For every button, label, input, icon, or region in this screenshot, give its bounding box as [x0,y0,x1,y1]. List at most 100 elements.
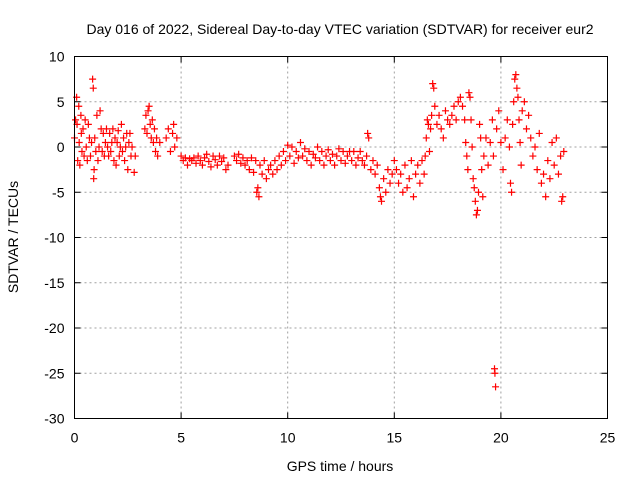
data-point [401,161,409,169]
data-point [339,148,347,156]
data-point [388,170,396,178]
data-point [392,166,400,174]
data-point [301,145,309,153]
data-point [215,152,223,160]
data-point [499,166,507,174]
data-point [452,116,460,124]
data-points [71,71,568,391]
data-point [517,161,525,169]
data-point [316,157,324,165]
data-point [209,152,217,160]
data-point [473,206,481,214]
data-point [201,154,209,162]
data-point [448,111,456,119]
data-point [290,159,298,167]
data-point [82,143,90,151]
data-point [418,157,426,165]
data-point [470,184,478,192]
data-point [141,125,149,133]
data-point [409,193,417,201]
data-point [495,107,503,115]
data-point [72,116,80,124]
data-point [154,152,162,160]
data-point [109,125,117,133]
data-point [91,134,99,142]
data-point [294,154,302,162]
data-point [74,157,82,165]
data-point [241,161,249,169]
data-point [331,161,339,169]
data-point [558,197,566,205]
data-point [84,120,92,128]
y-tick-label: -20 [44,320,64,336]
data-point [89,75,97,83]
data-point [299,152,307,160]
data-point [117,120,125,128]
data-point [131,152,139,160]
data-point [94,157,102,165]
data-point [376,193,384,201]
data-point [480,152,488,160]
data-point [192,159,200,167]
x-tick-label: 20 [493,430,509,446]
data-point [403,184,411,192]
data-point [548,138,556,146]
data-point [122,143,130,151]
data-point [358,157,366,165]
data-point [456,93,464,101]
data-point [390,157,398,165]
data-point [77,111,85,119]
data-point [110,157,118,165]
data-point [170,120,178,128]
data-point [479,193,487,201]
data-point [463,152,471,160]
data-point [384,166,392,174]
data-point [149,138,157,146]
data-point [243,157,251,165]
data-point [484,161,492,169]
data-point [86,152,94,160]
data-point [124,166,132,174]
data-point [292,148,300,156]
data-point [102,125,110,133]
data-point [282,157,290,165]
data-point [467,116,475,124]
data-point [105,152,113,160]
data-point [354,154,362,162]
data-point [492,383,500,391]
data-point [150,125,158,133]
data-point [433,120,441,128]
data-point [446,120,454,128]
data-point [529,152,537,160]
data-point [386,179,394,187]
data-point [324,146,332,154]
data-point [416,179,424,187]
data-point [144,107,152,115]
data-point [190,154,198,162]
data-point [441,107,449,115]
data-point [89,84,97,92]
data-point [520,98,528,106]
data-point [320,161,328,169]
data-point [279,148,287,156]
data-point [75,138,83,146]
y-tick-label: 10 [49,49,65,65]
data-point [464,166,472,174]
data-point [260,157,268,165]
data-point [428,111,436,119]
data-point [348,157,356,165]
data-point [307,161,315,169]
data-point [114,127,122,135]
data-point [364,129,372,137]
data-point [198,161,206,169]
data-point [271,157,279,165]
data-point [546,175,554,183]
data-point [397,170,405,178]
data-point [506,179,514,187]
data-point [239,154,247,162]
data-point [430,84,438,92]
data-point [143,129,151,137]
data-point [454,98,462,106]
data-point [76,161,84,169]
data-point [146,120,154,128]
